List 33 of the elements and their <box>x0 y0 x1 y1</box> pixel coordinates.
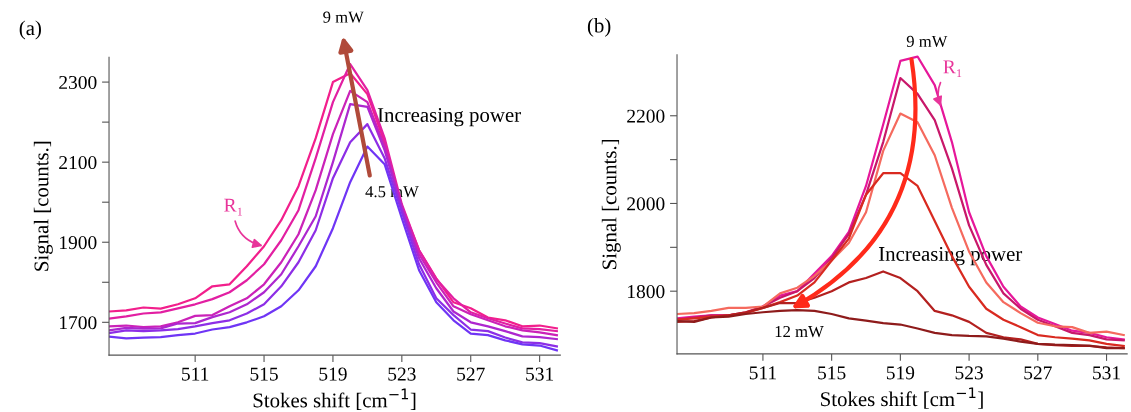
x-tick-label: 527 <box>457 367 485 381</box>
x-tick-label: 523 <box>955 366 983 380</box>
x-tick-label: 515 <box>818 366 846 380</box>
annotation: 12 mW <box>775 325 824 338</box>
x-tick-label: 531 <box>526 367 554 381</box>
x-tick-label: 511 <box>182 367 209 381</box>
y-axis-title: Signal [counts.] <box>601 139 621 269</box>
y-tick-label: 1800 <box>628 285 665 299</box>
y-tick-label: 2300 <box>59 75 97 90</box>
y-tick-label: 1900 <box>60 236 97 250</box>
y-axis-title: Signal [counts.] <box>33 141 53 271</box>
y-tick-label: 1700 <box>60 316 97 330</box>
annotation: R₁ <box>943 60 962 78</box>
x-tick-label: 523 <box>388 367 416 381</box>
x-tick-label: 527 <box>1024 366 1052 380</box>
x-tick-label: 515 <box>250 367 278 381</box>
x-tick-label: 519 <box>886 366 915 380</box>
x-tick-label: 519 <box>319 367 347 381</box>
y-tick-label: 2000 <box>627 197 665 211</box>
text: 9 mW <box>906 35 948 48</box>
chart-title: (a) <box>19 20 41 40</box>
annotation: Increasing power <box>377 108 521 127</box>
x-axis-title: Stokes shift [cm$^{−1}$] <box>253 388 416 411</box>
y-tick-label: 2200 <box>627 109 665 123</box>
x-tick-label: 511 <box>749 366 776 380</box>
chart-title: (b) <box>587 17 611 37</box>
x-tick-label: 531 <box>1093 366 1120 380</box>
annotation: R₁ <box>224 198 243 216</box>
y-tick-label: 2100 <box>59 155 97 170</box>
text: 9 mW <box>323 11 364 23</box>
line-series <box>677 112 1125 337</box>
x-axis-title: Stokes shift [cm$^{−1}$] <box>821 387 983 409</box>
line-series <box>677 172 1125 348</box>
